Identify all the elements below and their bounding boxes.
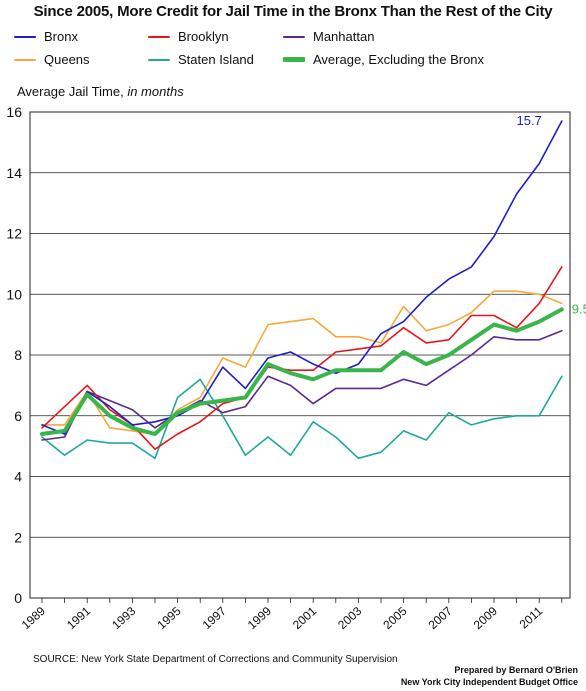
y-tick-label-6: 6 bbox=[14, 408, 22, 424]
legend-item-manhattan: Manhattan bbox=[283, 29, 374, 44]
x-tick-label-2003: 2003 bbox=[335, 604, 364, 632]
series-line-staten-island bbox=[41, 375, 563, 460]
x-tick-label-2009: 2009 bbox=[471, 604, 500, 632]
legend-label-queens: Queens bbox=[44, 52, 90, 67]
legend-swatch-queens bbox=[14, 58, 36, 61]
x-tick-label-2005: 2005 bbox=[380, 604, 409, 632]
y-tick-label-8: 8 bbox=[14, 347, 22, 363]
x-tick-label-1993: 1993 bbox=[109, 604, 138, 632]
credit-org: New York City Independent Budget Office bbox=[400, 677, 578, 687]
chart-title: Since 2005, More Credit for Jail Time in… bbox=[33, 3, 553, 20]
legend-swatch-manhattan bbox=[283, 35, 305, 38]
credit-author: Prepared by Bernard O'Brien bbox=[454, 665, 578, 675]
y-tick-label-14: 14 bbox=[6, 165, 22, 181]
y-tick-label-10: 10 bbox=[6, 286, 22, 302]
data-label-bronx: 15.7 bbox=[516, 113, 541, 128]
series-line-manhattan bbox=[41, 329, 563, 441]
series-line-bronx bbox=[41, 120, 563, 435]
legend-label-staten-island: Staten Island bbox=[178, 52, 254, 67]
x-tick-label-2011: 2011 bbox=[517, 604, 546, 632]
y-tick-label-0: 0 bbox=[14, 590, 22, 606]
legend-label-brooklyn: Brooklyn bbox=[178, 29, 229, 44]
series-line-average-excluding-the-bronx bbox=[40, 307, 564, 436]
legend-swatch-brooklyn bbox=[148, 35, 170, 38]
x-tick-label-1989: 1989 bbox=[19, 604, 48, 632]
legend-label-manhattan: Manhattan bbox=[313, 29, 375, 44]
legend-item-average: Average, Excluding the Bronx bbox=[283, 52, 484, 67]
y-axis-title: Average Jail Time, in months bbox=[17, 84, 184, 99]
data-label-average: 9.5 bbox=[572, 301, 586, 316]
legend: Bronx Brooklyn Manhattan Queens Staten I… bbox=[0, 0, 586, 80]
legend-item-queens: Queens bbox=[14, 52, 90, 67]
y-tick-label-12: 12 bbox=[6, 226, 22, 242]
x-tick-label-2001: 2001 bbox=[290, 604, 319, 632]
legend-swatch-bronx bbox=[14, 35, 36, 38]
y-axis-title-main: Average Jail Time, bbox=[17, 84, 124, 99]
legend-label-average: Average, Excluding the Bronx bbox=[313, 52, 485, 67]
credit-note: Prepared by Bernard O'Brien New York Cit… bbox=[401, 664, 578, 688]
x-tick-label-1997: 1997 bbox=[200, 604, 229, 632]
x-tick-label-1995: 1995 bbox=[154, 604, 183, 632]
y-tick-label-2: 2 bbox=[14, 529, 22, 545]
legend-item-staten-island: Staten Island bbox=[148, 52, 254, 67]
y-tick-label-16: 16 bbox=[6, 104, 22, 120]
y-tick-label-4: 4 bbox=[14, 469, 22, 485]
x-tick-label-1991: 1991 bbox=[64, 604, 93, 632]
x-tick-label-1999: 1999 bbox=[245, 604, 274, 632]
legend-label-bronx: Bronx bbox=[44, 29, 78, 44]
legend-swatch-staten-island bbox=[148, 58, 170, 61]
legend-swatch-average bbox=[283, 57, 305, 62]
legend-item-brooklyn: Brooklyn bbox=[148, 29, 229, 44]
series-line-queens bbox=[41, 290, 563, 435]
y-axis-title-unit: in months bbox=[127, 84, 184, 99]
legend-item-bronx: Bronx bbox=[14, 29, 78, 44]
source-note: SOURCE: New York State Department of Cor… bbox=[33, 654, 398, 665]
x-tick-label-2007: 2007 bbox=[426, 604, 455, 632]
